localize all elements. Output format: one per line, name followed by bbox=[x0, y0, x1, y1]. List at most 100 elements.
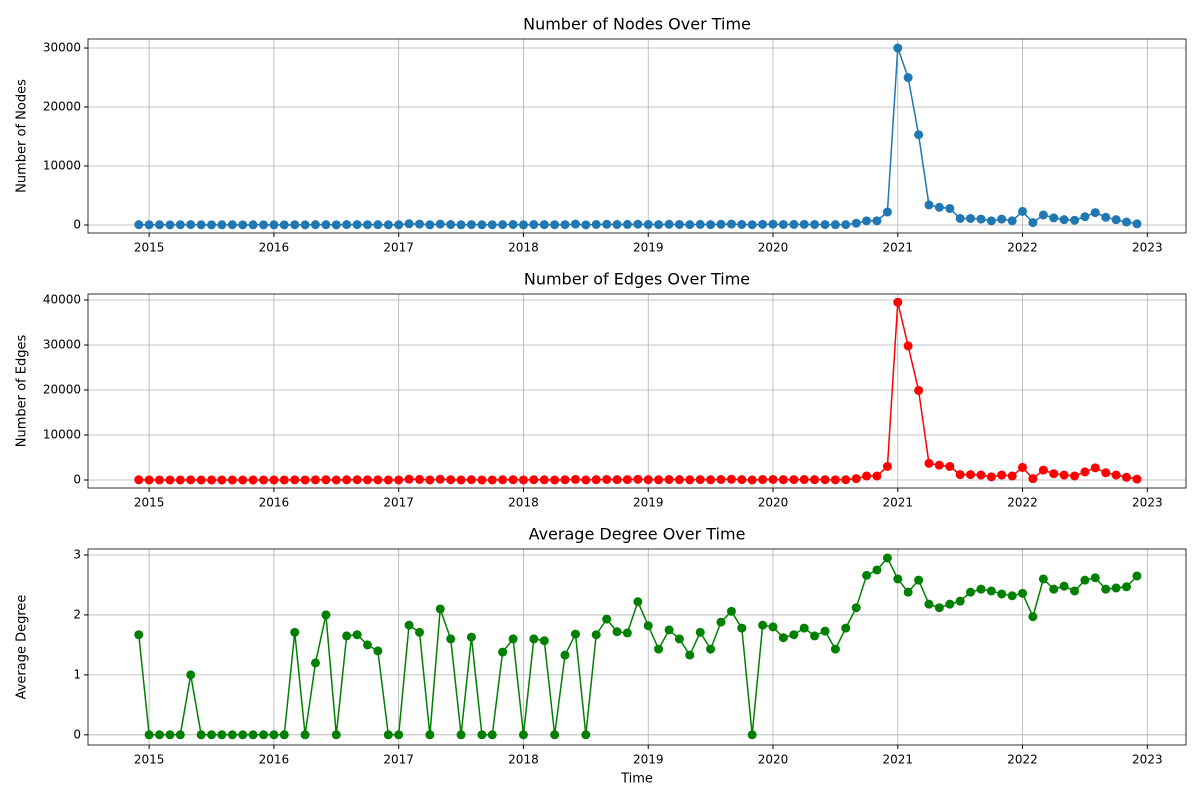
x-tick-label: 2021 bbox=[883, 753, 914, 767]
point bbox=[1018, 588, 1028, 598]
point bbox=[144, 220, 154, 230]
point bbox=[207, 220, 217, 230]
x-tick-label: 2023 bbox=[1132, 496, 1163, 510]
x-tick-label: 2016 bbox=[259, 496, 290, 510]
point bbox=[529, 634, 539, 644]
point bbox=[570, 474, 580, 484]
point bbox=[976, 584, 986, 594]
point bbox=[342, 631, 352, 641]
point bbox=[477, 220, 487, 230]
point bbox=[154, 475, 164, 485]
point bbox=[778, 219, 788, 229]
point bbox=[165, 475, 175, 485]
point bbox=[331, 730, 341, 740]
point bbox=[622, 475, 632, 485]
y-tick-label: 0 bbox=[73, 217, 81, 231]
point bbox=[737, 623, 747, 633]
point bbox=[966, 587, 976, 597]
point bbox=[352, 630, 362, 640]
x-tick-label: 2022 bbox=[1007, 496, 1038, 510]
point bbox=[945, 599, 955, 609]
y-axis-label: Number of Edges bbox=[15, 335, 30, 448]
point bbox=[654, 220, 664, 230]
point bbox=[529, 220, 539, 230]
point bbox=[362, 640, 372, 650]
point bbox=[758, 219, 768, 229]
point bbox=[1028, 612, 1038, 622]
point bbox=[1132, 219, 1142, 229]
point bbox=[633, 219, 643, 229]
point bbox=[622, 219, 632, 229]
point bbox=[570, 629, 580, 639]
point bbox=[1070, 471, 1080, 481]
point bbox=[352, 475, 362, 485]
point bbox=[1028, 218, 1038, 228]
point bbox=[581, 220, 591, 230]
point bbox=[310, 220, 320, 230]
point bbox=[154, 730, 164, 740]
point bbox=[591, 219, 601, 229]
x-tick-label: 2018 bbox=[508, 496, 539, 510]
y-tick-label: 30000 bbox=[43, 41, 81, 55]
point bbox=[1007, 471, 1017, 481]
point bbox=[518, 220, 528, 230]
x-tick-label: 2019 bbox=[633, 496, 664, 510]
point bbox=[664, 219, 674, 229]
point bbox=[321, 610, 331, 620]
point bbox=[373, 220, 383, 230]
x-tick-label: 2019 bbox=[633, 753, 664, 767]
point bbox=[976, 470, 986, 480]
point bbox=[581, 730, 591, 740]
point bbox=[425, 220, 435, 230]
x-tick-label: 2015 bbox=[134, 753, 165, 767]
point bbox=[966, 213, 976, 223]
point bbox=[903, 73, 913, 83]
point bbox=[560, 220, 570, 230]
point bbox=[633, 474, 643, 484]
point bbox=[279, 475, 289, 485]
point bbox=[726, 219, 736, 229]
point bbox=[986, 472, 996, 482]
x-tick-label: 2023 bbox=[1132, 241, 1163, 255]
point bbox=[477, 730, 487, 740]
point bbox=[425, 475, 435, 485]
y-axis-label: Average Degree bbox=[15, 595, 30, 700]
point bbox=[362, 220, 372, 230]
point bbox=[862, 471, 872, 481]
point bbox=[1018, 462, 1028, 472]
y-tick-label: 3 bbox=[73, 547, 81, 561]
x-axis-label: Time bbox=[620, 772, 653, 787]
point bbox=[539, 636, 549, 646]
point bbox=[165, 730, 175, 740]
point bbox=[435, 604, 445, 614]
point bbox=[747, 220, 757, 230]
point bbox=[602, 474, 612, 484]
point bbox=[643, 220, 653, 230]
point bbox=[654, 644, 664, 654]
point bbox=[498, 647, 508, 657]
point bbox=[259, 475, 269, 485]
point bbox=[342, 220, 352, 230]
point bbox=[508, 634, 518, 644]
point bbox=[799, 623, 809, 633]
point bbox=[768, 474, 778, 484]
x-tick-label: 2015 bbox=[134, 241, 165, 255]
point bbox=[1111, 215, 1121, 225]
x-tick-label: 2016 bbox=[259, 753, 290, 767]
point bbox=[612, 475, 622, 485]
point bbox=[238, 730, 248, 740]
point bbox=[248, 475, 258, 485]
point bbox=[217, 220, 227, 230]
point bbox=[1101, 584, 1111, 594]
point bbox=[591, 475, 601, 485]
point bbox=[903, 587, 913, 597]
point bbox=[1007, 591, 1017, 601]
point bbox=[1018, 206, 1028, 216]
point bbox=[695, 219, 705, 229]
point bbox=[841, 220, 851, 230]
point bbox=[893, 574, 903, 584]
point bbox=[508, 475, 518, 485]
point bbox=[175, 730, 185, 740]
point bbox=[466, 475, 476, 485]
x-tick-label: 2022 bbox=[1007, 241, 1038, 255]
